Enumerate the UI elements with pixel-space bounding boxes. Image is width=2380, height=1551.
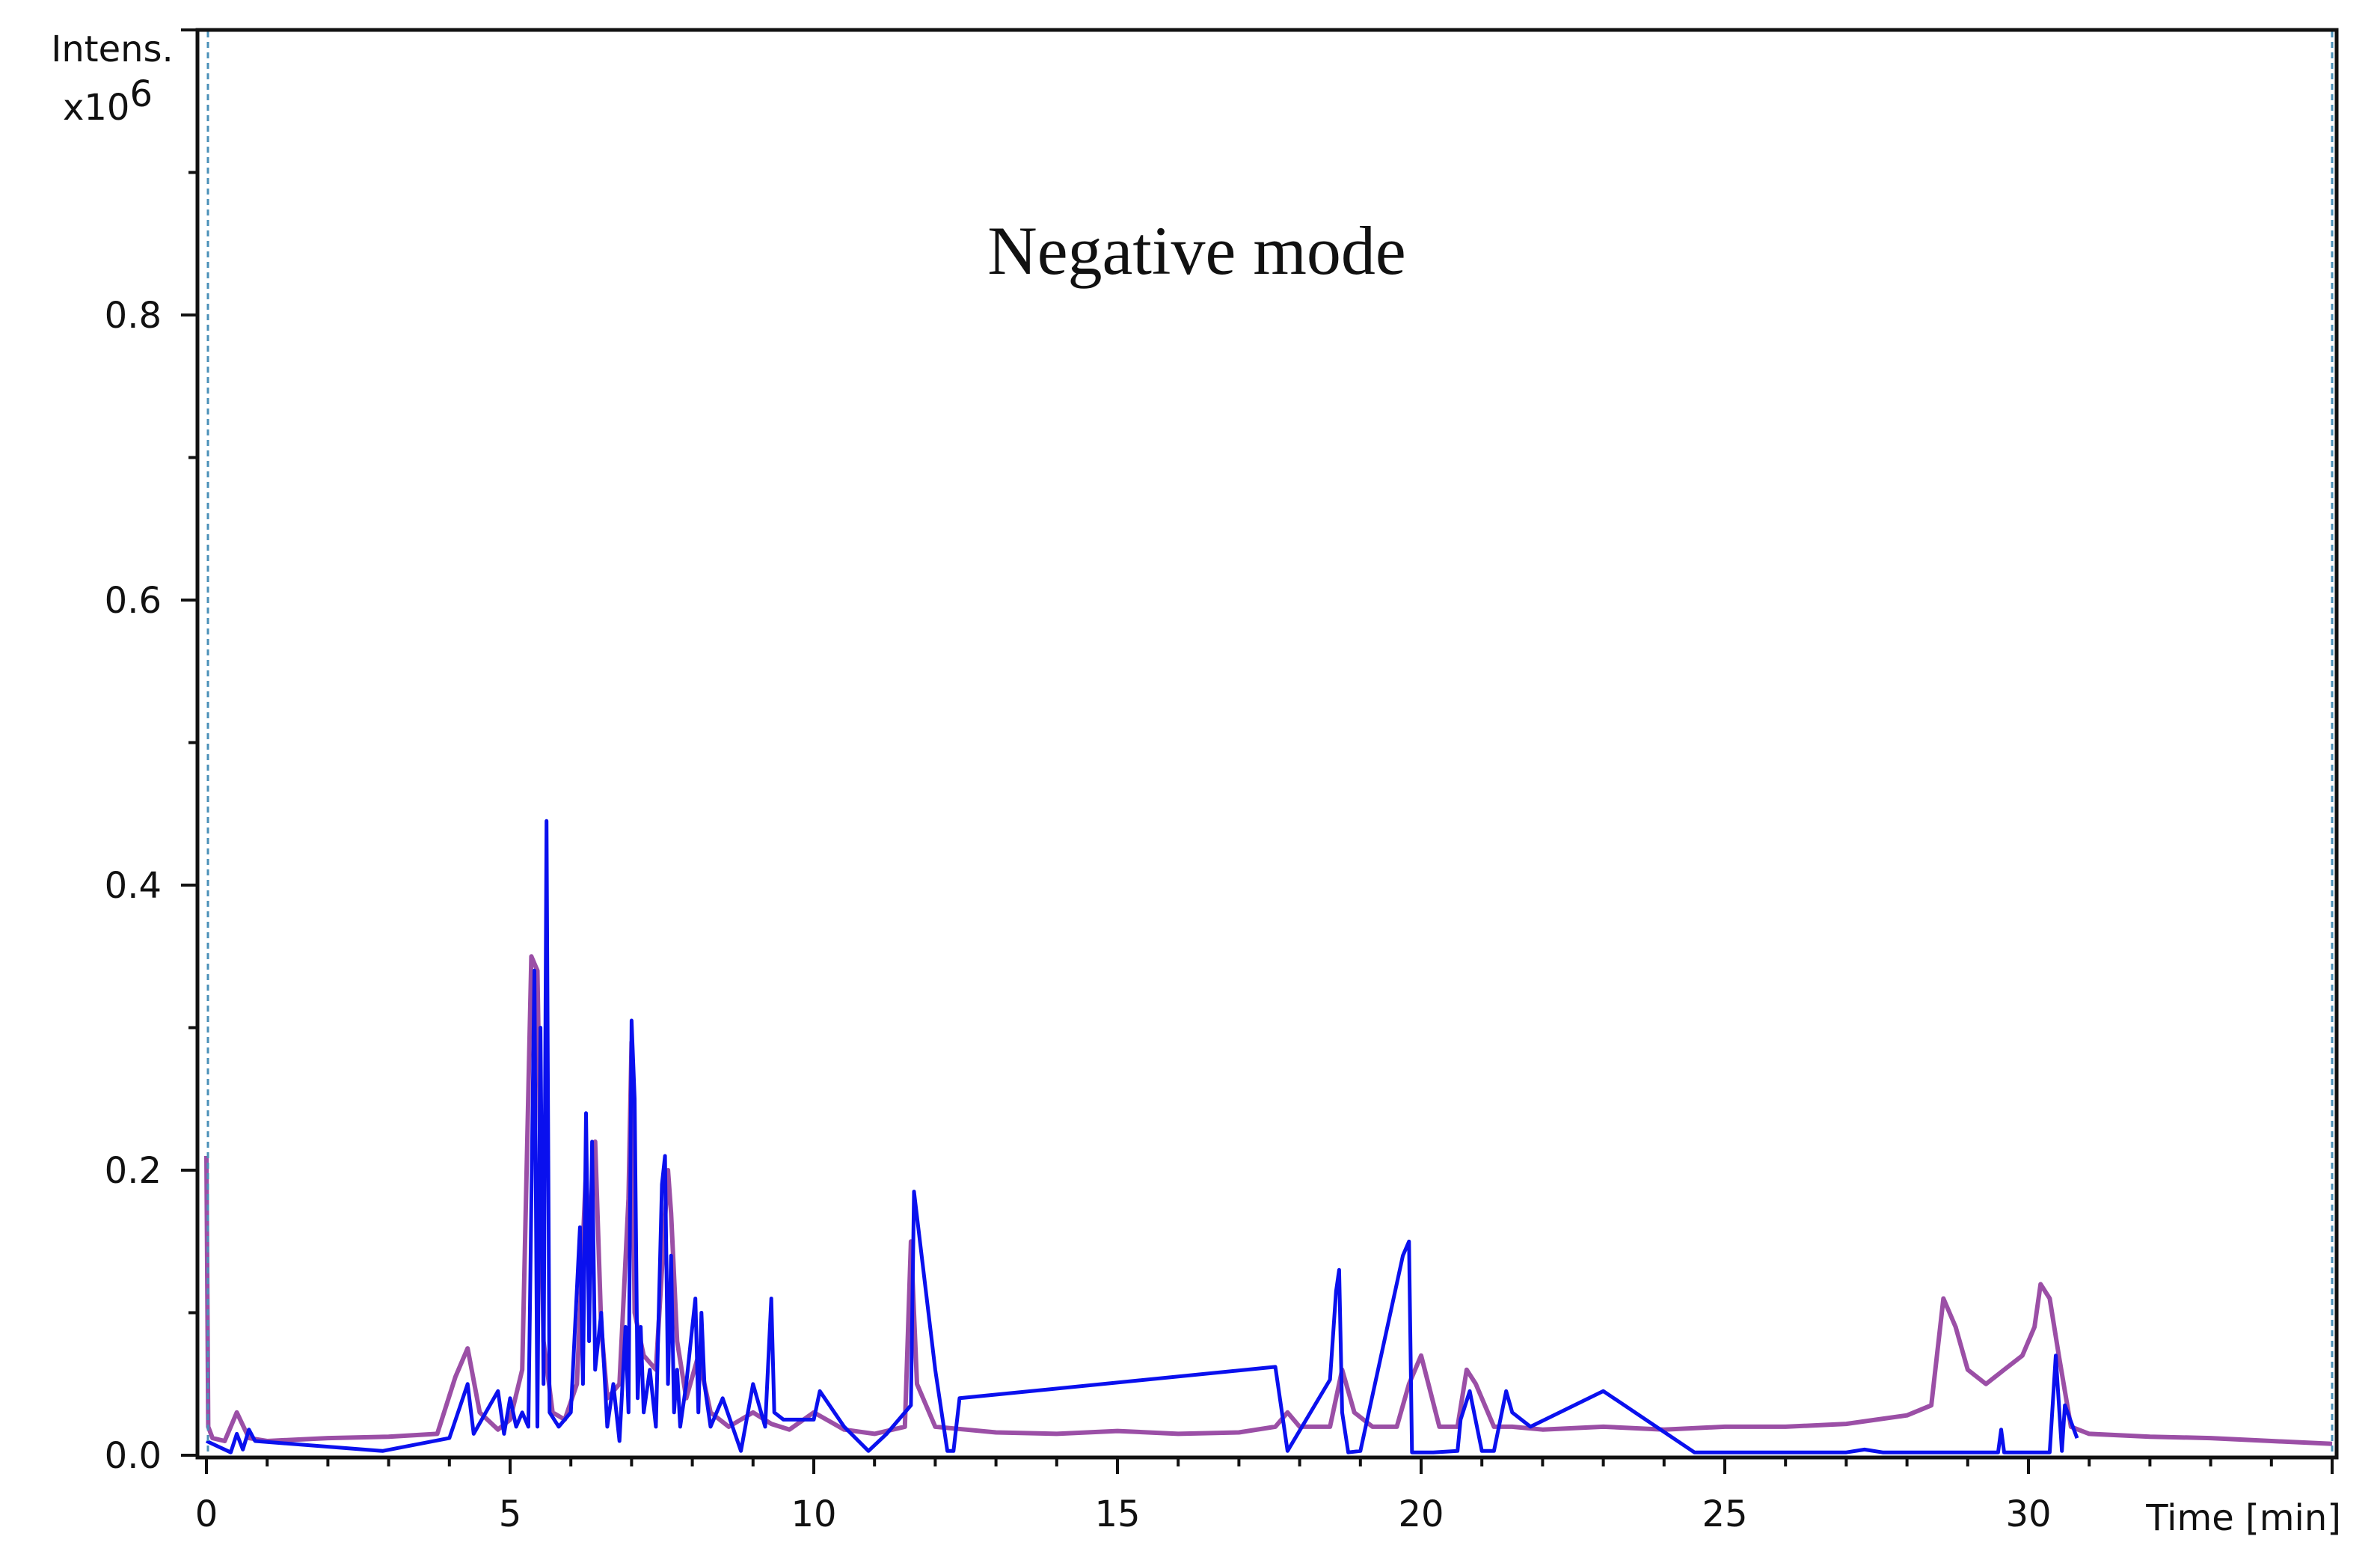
x-axis-title: Time [min] — [2145, 1497, 2341, 1539]
y-tick-label: 0.2 — [105, 1150, 162, 1192]
x-tick-label: 30 — [2005, 1493, 2051, 1535]
x-tick-label: 25 — [1702, 1493, 1747, 1535]
x-tick-label: 0 — [195, 1493, 218, 1535]
y-tick-label: 0.8 — [105, 295, 162, 337]
x-tick-label: 20 — [1398, 1493, 1444, 1535]
series-line-1 — [204, 954, 2333, 1446]
y-axis-multiplier-exponent: 6 — [129, 73, 153, 115]
x-tick-label: 10 — [791, 1493, 836, 1535]
x-tick-label: 15 — [1094, 1493, 1140, 1535]
y-tick-label: 0.4 — [105, 865, 162, 907]
y-axis-multiplier: x106 — [63, 73, 153, 129]
x-tick-label: 5 — [499, 1493, 522, 1535]
y-axis-multiplier-base: x10 — [63, 87, 129, 129]
y-axis-title: Intens. — [51, 28, 174, 70]
mode-annotation: Negative mode — [987, 212, 1405, 289]
y-tick-label: 0.0 — [105, 1435, 162, 1477]
series-line-2 — [205, 819, 2079, 1454]
y-tick-label: 0.6 — [105, 580, 162, 622]
